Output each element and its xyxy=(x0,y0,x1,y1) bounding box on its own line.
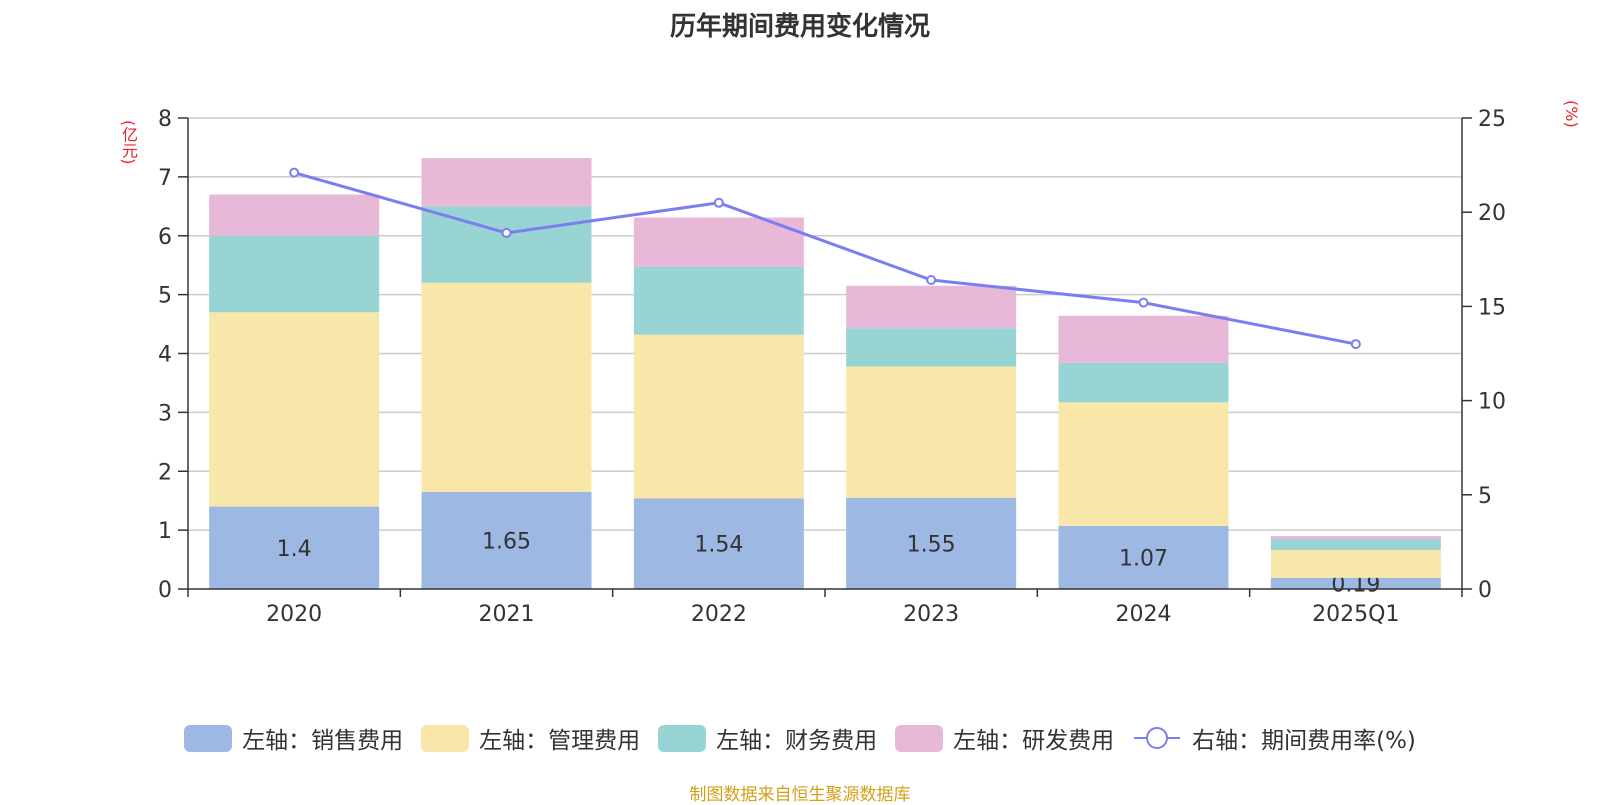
bar-admin xyxy=(209,312,380,507)
bar-finance xyxy=(1058,362,1229,403)
bar-rnd xyxy=(1058,315,1229,363)
bar-rnd xyxy=(1270,536,1441,539)
bar-admin xyxy=(1270,550,1441,578)
bar-rnd xyxy=(209,194,380,236)
expense-ratio-line xyxy=(293,171,1357,346)
right-axis-tick-label: 0 xyxy=(1478,578,1492,603)
expense-ratio-point xyxy=(926,275,937,286)
legend-label-expense-ratio: 右轴：期间费用率(%) xyxy=(1192,728,1416,754)
legend: 左轴：销售费用 左轴：管理费用 左轴：财务费用 左轴：研发费用 右轴：期间费用率… xyxy=(0,720,1600,756)
bar-sales xyxy=(1058,526,1229,589)
legend-label-finance: 左轴：财务费用 xyxy=(716,728,878,754)
bar-sales xyxy=(1270,577,1441,589)
legend-label-admin: 左轴：管理费用 xyxy=(479,728,641,754)
right-axis-tick-label: 20 xyxy=(1478,201,1506,226)
legend-swatch-admin xyxy=(421,724,470,752)
right-axis-tick-label: 10 xyxy=(1478,390,1506,415)
bar-admin xyxy=(421,282,592,492)
left-axis-tick-label: 7 xyxy=(158,166,172,191)
x-axis-tick-label: 2022 xyxy=(691,602,747,627)
bar-data-label: 1.55 xyxy=(907,532,956,557)
bar-admin xyxy=(1058,402,1229,527)
left-axis-unit: (亿元) xyxy=(119,120,138,165)
data-source-note: 制图数据来自恒生聚源数据库 xyxy=(689,785,911,805)
left-axis-tick-label: 2 xyxy=(158,460,172,485)
right-axis-tick-label: 25 xyxy=(1478,107,1506,132)
bar-admin xyxy=(633,334,804,499)
legend-swatch-finance xyxy=(658,724,707,752)
legend-item-finance[interactable]: 左轴：财务费用 xyxy=(658,721,877,755)
bar-data-label: 1.07 xyxy=(1119,547,1168,572)
x-axis-tick-label: 2023 xyxy=(903,602,959,627)
left-axis-tick-label: 6 xyxy=(158,225,172,250)
bar-data-label: 1.65 xyxy=(482,529,531,554)
bar-finance xyxy=(633,266,804,335)
bar-rnd xyxy=(633,217,804,267)
expense-ratio-point xyxy=(501,227,512,238)
right-axis-unit: (%) xyxy=(1562,100,1581,128)
left-axis-tick-label: 8 xyxy=(158,107,172,132)
legend-item-rnd[interactable]: 左轴：研发费用 xyxy=(895,721,1114,755)
bar-sales xyxy=(421,491,592,589)
bar-sales xyxy=(846,497,1017,589)
bar-rnd xyxy=(846,285,1017,329)
legend-line-marker-icon xyxy=(1134,727,1181,749)
right-axis-tick-label: 15 xyxy=(1478,295,1506,320)
legend-label-rnd: 左轴：研发费用 xyxy=(953,728,1115,754)
bar-sales xyxy=(633,498,804,589)
left-axis-tick-label: 4 xyxy=(158,343,172,368)
x-axis-tick-label: 2024 xyxy=(1116,602,1172,627)
legend-swatch-sales xyxy=(184,724,233,752)
left-axis-tick-label: 1 xyxy=(158,519,172,544)
chart-title: 历年期间费用变化情况 xyxy=(669,12,930,42)
expense-ratio-point xyxy=(1350,339,1361,350)
legend-swatch-rnd xyxy=(895,724,944,752)
bar-data-label: 1.54 xyxy=(694,533,743,558)
bar-finance xyxy=(209,235,380,313)
bar-data-label: 1.4 xyxy=(277,537,312,562)
legend-item-expense-ratio[interactable]: 右轴：期间费用率(%) xyxy=(1132,721,1416,755)
expense-ratio-point xyxy=(1138,297,1149,308)
expense-ratio-point xyxy=(289,167,300,178)
bar-finance xyxy=(421,206,592,283)
x-axis-tick-label: 2025Q1 xyxy=(1312,602,1399,627)
bar-rnd xyxy=(421,158,592,207)
legend-item-sales[interactable]: 左轴：销售费用 xyxy=(184,721,403,755)
bar-finance xyxy=(1270,538,1441,551)
x-axis-tick-label: 2020 xyxy=(266,602,322,627)
bar-admin xyxy=(846,366,1017,498)
expense-ratio-point xyxy=(713,197,724,208)
left-axis-tick-label: 5 xyxy=(158,284,172,309)
right-axis-tick-label: 5 xyxy=(1478,484,1492,509)
legend-item-admin[interactable]: 左轴：管理费用 xyxy=(421,721,640,755)
left-axis-tick-label: 0 xyxy=(158,578,172,603)
bar-sales xyxy=(209,506,380,589)
bar-finance xyxy=(846,328,1017,367)
x-axis-tick-label: 2021 xyxy=(479,602,535,627)
legend-label-sales: 左轴：销售费用 xyxy=(242,728,404,754)
left-axis-tick-label: 3 xyxy=(158,401,172,426)
